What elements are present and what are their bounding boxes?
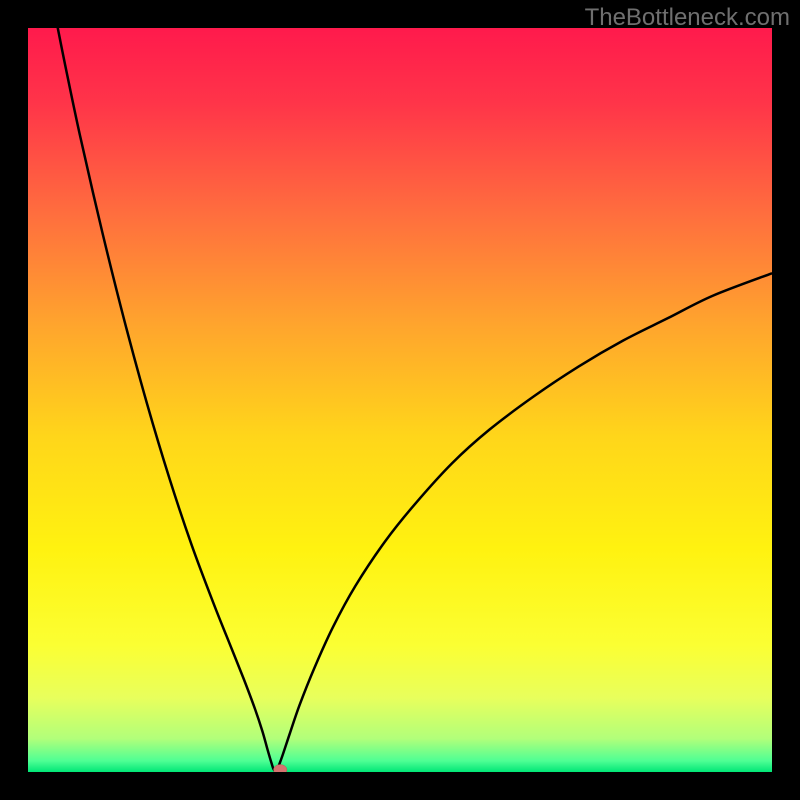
outer-frame: TheBottleneck.com [0, 0, 800, 800]
optimum-marker [274, 765, 287, 772]
bottleneck-curve [28, 28, 772, 772]
plot-area [28, 28, 772, 772]
watermark-text: TheBottleneck.com [585, 4, 790, 32]
bottleneck-curve-path [58, 28, 771, 771]
